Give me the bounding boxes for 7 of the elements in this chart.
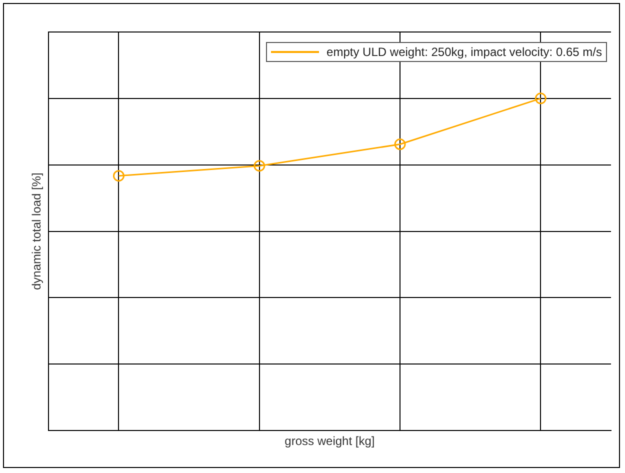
legend-label: empty ULD weight: 250kg, impact velocity: 0.65 m/s: [326, 45, 602, 59]
point: [394, 138, 406, 150]
point: [254, 160, 266, 172]
y-axis-title: dynamic total load [%]: [30, 172, 44, 290]
x-axis-title: gross weight [kg]: [284, 434, 375, 448]
point: [534, 92, 546, 104]
point: [112, 170, 124, 182]
